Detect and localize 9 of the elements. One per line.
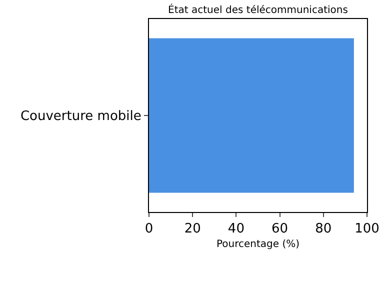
x-tick-label: 20 xyxy=(184,222,201,237)
x-tick-label: 80 xyxy=(315,222,332,237)
x-tick-label: 0 xyxy=(144,222,154,237)
x-tick-label: 60 xyxy=(272,222,288,237)
x-tick-label: 100 xyxy=(354,222,380,237)
x-tick-label: 40 xyxy=(228,222,244,237)
x-axis-title: Pourcentage (%) xyxy=(216,239,300,250)
y-tick-label: Couverture mobile xyxy=(20,109,142,124)
chart-title: État actuel des télécommunications xyxy=(168,3,348,16)
